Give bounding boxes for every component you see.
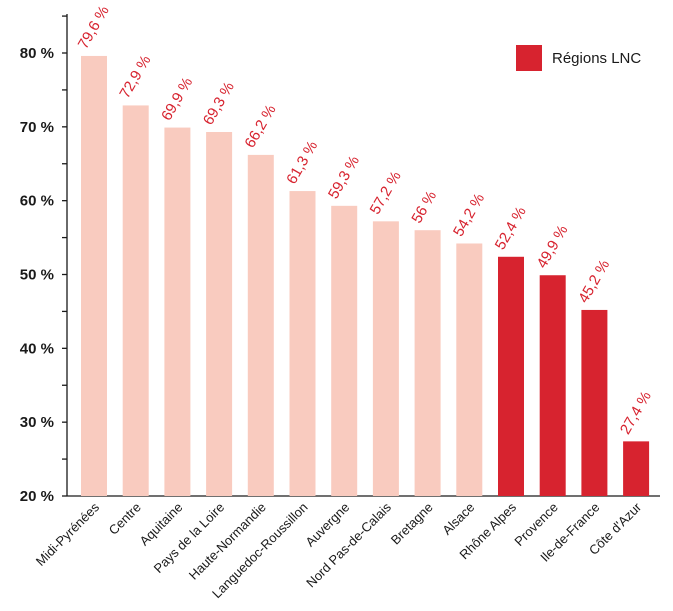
value-label: 45,2 % xyxy=(575,257,613,306)
category-label: Centre xyxy=(106,500,144,538)
legend-label: Régions LNC xyxy=(552,50,641,67)
legend: Régions LNC xyxy=(516,45,641,71)
bar xyxy=(498,256,524,496)
bar xyxy=(331,205,358,496)
category-label: Alsace xyxy=(439,500,477,538)
y-tick-label: 50 % xyxy=(20,267,54,284)
value-label: 61,3 % xyxy=(283,138,321,187)
y-tick-label: 80 % xyxy=(20,45,54,62)
y-tick-label: 30 % xyxy=(20,414,54,431)
legend-swatch xyxy=(516,45,542,71)
value-label: 69,3 % xyxy=(200,79,238,128)
bar xyxy=(81,55,107,496)
value-label: 56 % xyxy=(408,188,440,226)
bar xyxy=(289,191,316,496)
y-tick-label: 40 % xyxy=(20,340,54,357)
bar xyxy=(581,309,608,496)
bar xyxy=(414,230,441,496)
category-label: Haute-Normandie xyxy=(186,500,269,583)
value-label: 54,2 % xyxy=(450,191,488,240)
value-label: 66,2 % xyxy=(242,102,280,151)
bar xyxy=(372,221,399,496)
value-label: 59,3 % xyxy=(325,153,363,202)
value-label: 49,9 % xyxy=(533,222,571,271)
category-label: Bretagne xyxy=(388,500,436,548)
y-tick-label: 70 % xyxy=(20,119,54,136)
bar xyxy=(247,154,274,496)
bar xyxy=(206,132,233,497)
bar xyxy=(623,441,650,496)
value-label: 27,4 % xyxy=(617,388,655,437)
value-label: 52,4 % xyxy=(492,204,530,253)
category-label: Midi-Pyrénées xyxy=(33,499,103,569)
bar xyxy=(164,127,191,497)
bars xyxy=(81,55,650,497)
value-label: 79,6 % xyxy=(75,3,113,52)
bar xyxy=(539,275,566,496)
value-labels: 79,6 %72,9 % 69,9 % 69,3 % 66,2 %61,3 % 59,3… xyxy=(75,3,655,437)
bar xyxy=(122,105,149,497)
y-tick-label: 60 % xyxy=(20,193,54,210)
bar xyxy=(456,243,483,496)
value-label: 69,9 % xyxy=(158,75,196,124)
value-label: 57,2 % xyxy=(367,168,405,217)
y-tick-label: 20 % xyxy=(20,488,54,505)
value-label: 72,9 % xyxy=(116,52,154,101)
